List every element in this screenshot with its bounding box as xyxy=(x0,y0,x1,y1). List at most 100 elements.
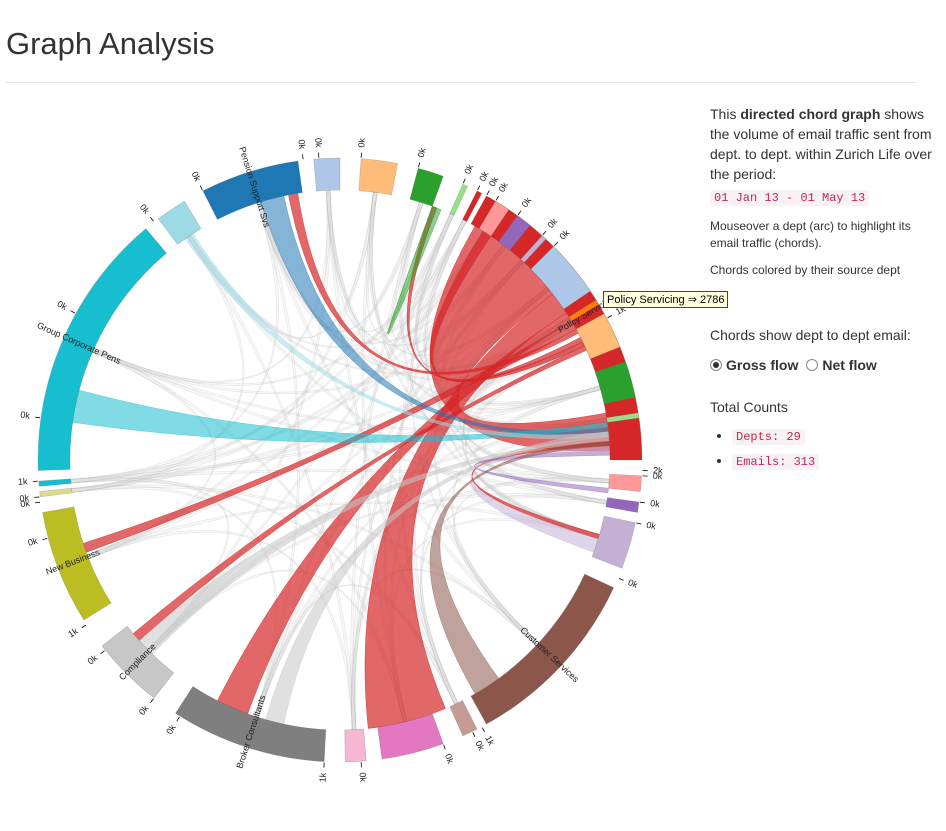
chord-policy-4[interactable] xyxy=(288,193,579,375)
flow-prompt: Chords show dept to dept email: xyxy=(710,327,911,343)
tick-mark-17 xyxy=(34,501,41,504)
dept-arc-lightblue2[interactable] xyxy=(530,246,591,310)
chord-faint-29[interactable] xyxy=(410,213,540,646)
chord-faint-45[interactable] xyxy=(350,201,424,731)
chord-faint-80[interactable] xyxy=(326,189,455,332)
chord-tooltip: Policy Servicing ⇒ 2786 xyxy=(603,291,729,308)
tick-mark-28 xyxy=(462,178,466,184)
dept-arc-tiny2[interactable] xyxy=(38,478,72,487)
chord-other-8[interactable] xyxy=(387,205,442,335)
ticks-layer: 0k1k2k0k0k0k0k1k0k0k0k1k0k0k0k1k0k0k0k1k… xyxy=(18,137,664,783)
gross-flow-radio[interactable] xyxy=(710,359,722,371)
dept-arc-lightblue1[interactable] xyxy=(313,157,341,192)
tick-mark-8 xyxy=(472,732,476,738)
dept-arc-green2[interactable] xyxy=(594,361,636,405)
tick-mark-21 xyxy=(70,310,76,314)
dept-arc-orange1[interactable] xyxy=(358,158,398,196)
tick-label-4: 0k xyxy=(650,498,661,509)
emails-count: Emails: 313 xyxy=(732,454,820,470)
dept-arc-purple2[interactable] xyxy=(498,215,531,251)
tick-label-14: 0k xyxy=(86,652,100,666)
gross-flow-label[interactable]: Gross flow xyxy=(726,357,799,373)
tick-label-6: 0k xyxy=(627,577,640,590)
chord-faint-66[interactable] xyxy=(70,201,279,484)
tick-label-9: 0k xyxy=(443,752,456,765)
dept-arc-thin4[interactable] xyxy=(568,299,600,322)
tick-mark-23 xyxy=(199,185,203,191)
tick-label-21: 0k xyxy=(56,299,70,313)
tick-label-20: 0k xyxy=(20,410,31,421)
tick-mark-4 xyxy=(639,501,646,504)
tick-mark-0 xyxy=(486,190,490,196)
tick-mark-27 xyxy=(418,162,421,168)
dept-arc-green1[interactable] xyxy=(409,167,444,207)
intro-bold: directed chord graph xyxy=(740,106,881,122)
tick-label-33: 0k xyxy=(558,227,572,241)
chord-other-1[interactable] xyxy=(72,389,609,443)
tick-label-17: 0k xyxy=(20,498,31,509)
net-flow-label[interactable]: Net flow xyxy=(822,357,877,373)
dept-arc-thin3[interactable] xyxy=(520,235,547,263)
chord-other-4[interactable] xyxy=(138,436,610,655)
hint-text: Mouseover a dept (arc) to highlight its … xyxy=(710,219,911,250)
tick-mark-30 xyxy=(495,195,499,201)
tick-mark-1 xyxy=(607,315,613,319)
dept-arc-thin5[interactable] xyxy=(606,412,640,423)
dept-arc-pension[interactable] xyxy=(202,160,303,220)
chord-faint-34[interactable] xyxy=(326,189,459,705)
dept-arc-customer[interactable] xyxy=(470,573,615,725)
tick-label-5: 0k xyxy=(645,520,657,532)
dept-arc-tiny1[interactable] xyxy=(39,487,73,498)
dept-arc-newbiz[interactable] xyxy=(42,506,112,621)
tick-mark-16 xyxy=(42,538,48,541)
dept-arc-thin2[interactable] xyxy=(462,190,483,223)
tick-label-13: 0k xyxy=(137,703,151,717)
tick-mark-33 xyxy=(553,241,559,247)
tick-label-19: 1k xyxy=(18,476,29,487)
info-panel: This directed chord graph shows the volu… xyxy=(710,104,935,475)
chord-faint-23[interactable] xyxy=(400,201,600,539)
totals-list: Depts: 29 Emails: 313 xyxy=(710,425,935,472)
tick-label-11: 1k xyxy=(317,772,328,783)
tick-label-12: 0k xyxy=(164,722,178,736)
totals-heading: Total Counts xyxy=(710,399,788,415)
tick-mark-12 xyxy=(176,716,180,722)
chord-other-7[interactable] xyxy=(429,440,610,695)
title-divider xyxy=(6,82,916,83)
dept-arc-salmon[interactable] xyxy=(478,200,510,237)
tick-label-15: 1k xyxy=(66,626,80,640)
tick-label-23: 0k xyxy=(190,170,203,183)
tick-mark-5 xyxy=(636,522,642,525)
depts-count-item: Depts: 29 xyxy=(732,425,935,447)
tick-label-16: 0k xyxy=(27,536,39,548)
period-badge: 01 Jan 13 - 01 May 13 xyxy=(710,190,870,206)
tick-mark-6 xyxy=(618,578,624,581)
dept-arc-lightpink[interactable] xyxy=(344,728,367,763)
dept-arc-magenta[interactable] xyxy=(377,713,444,760)
dept-arc-lightcyan[interactable] xyxy=(157,200,202,245)
dept-arc-tan[interactable] xyxy=(449,700,478,737)
tick-label-29: 0k xyxy=(477,169,490,182)
tick-mark-20 xyxy=(34,416,41,419)
chord-faint-70[interactable] xyxy=(92,189,331,384)
tick-mark-31 xyxy=(517,210,522,216)
dept-arc-group[interactable] xyxy=(37,228,167,471)
net-flow-radio[interactable] xyxy=(806,359,819,371)
dept-arc-orange2[interactable] xyxy=(575,313,621,360)
dept-arc-purple1[interactable] xyxy=(605,497,640,513)
dept-arc-lavender[interactable] xyxy=(591,515,636,569)
chord-faint-32[interactable] xyxy=(254,584,459,718)
dept-arc-broker[interactable] xyxy=(175,686,327,762)
depts-count: Depts: 29 xyxy=(732,429,805,445)
chord-faint-71[interactable] xyxy=(92,219,467,386)
dept-arc-compliance[interactable] xyxy=(101,625,175,699)
dept-arc-pink1[interactable] xyxy=(608,473,642,492)
tick-label-28: 0k xyxy=(462,162,475,175)
dept-arc-thin1[interactable] xyxy=(449,183,469,216)
tick-mark-32 xyxy=(542,230,547,236)
flow-options: Gross flow Net flow xyxy=(710,355,935,375)
chord-faint-83[interactable] xyxy=(366,191,467,334)
tick-label-2: 2k xyxy=(653,465,663,475)
tick-label-24: 0k xyxy=(296,139,307,150)
